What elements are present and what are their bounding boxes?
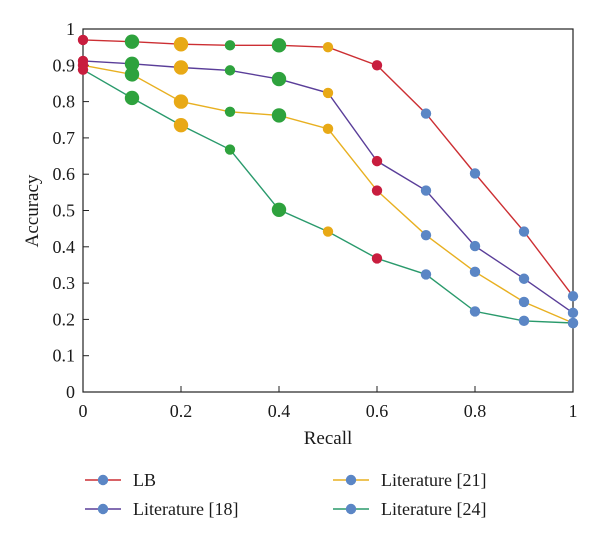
data-point — [224, 65, 236, 76]
data-point — [518, 315, 530, 327]
data-point — [124, 90, 140, 106]
data-point — [224, 40, 236, 51]
data-point — [518, 296, 530, 308]
y-tick-label: 0 — [66, 382, 75, 402]
data-point — [173, 37, 189, 52]
series-line-2 — [82, 64, 574, 324]
data-point — [420, 229, 432, 241]
data-point — [371, 155, 383, 167]
legend-label: LB — [133, 470, 156, 490]
data-point — [518, 226, 530, 237]
data-point — [371, 60, 383, 71]
legend-label: Literature [24] — [381, 499, 486, 519]
legend-marker — [97, 503, 109, 515]
x-tick-label: 1 — [569, 401, 578, 421]
legend-label: Literature [21] — [381, 470, 486, 490]
data-point — [420, 108, 432, 119]
y-tick-label: 0.8 — [53, 92, 76, 112]
plot-frame — [82, 28, 574, 393]
y-axis-label: Accuracy — [22, 174, 43, 247]
y-tick-label: 0.4 — [53, 237, 76, 257]
data-point — [518, 273, 530, 284]
y-tick-label: 1 — [66, 19, 75, 39]
legend-marker — [345, 474, 357, 486]
data-point — [173, 117, 189, 133]
data-point — [469, 306, 481, 317]
data-point — [322, 41, 334, 53]
series-line-3 — [82, 69, 574, 324]
data-point — [322, 87, 334, 99]
y-tick-label: 0.1 — [53, 346, 76, 366]
data-point — [271, 71, 287, 87]
data-point — [271, 108, 287, 123]
series-line-0 — [82, 39, 574, 297]
x-tick-label: 0.8 — [464, 401, 487, 421]
data-point — [224, 144, 236, 155]
y-tick-label: 0.2 — [53, 309, 76, 329]
data-point — [371, 253, 383, 264]
data-point — [271, 38, 287, 53]
data-point — [567, 317, 579, 329]
x-tick-label: 0.4 — [268, 401, 291, 421]
data-point — [173, 60, 189, 75]
y-tick-label: 0.5 — [53, 201, 76, 221]
legend: LB Literature [18] Literature [21] Literatu… — [85, 470, 486, 519]
y-tick-label: 0.6 — [53, 164, 76, 184]
data-point — [224, 106, 236, 117]
y-tick-label: 0.7 — [53, 128, 76, 148]
series-line-1 — [82, 60, 574, 314]
data-point — [420, 185, 432, 196]
data-point — [322, 123, 334, 135]
data-point — [77, 34, 89, 46]
data-point — [173, 94, 189, 109]
data-point — [322, 226, 334, 237]
y-tick-label: 0.3 — [53, 273, 76, 293]
data-point — [124, 67, 140, 82]
y-tick-label: 0.9 — [53, 55, 76, 75]
x-tick-label: 0 — [79, 401, 88, 421]
data-point — [420, 269, 432, 280]
data-point — [77, 64, 89, 75]
data-point — [371, 185, 383, 196]
data-point — [124, 56, 140, 72]
x-tick-label: 0.6 — [366, 401, 389, 421]
x-axis-label: Recall — [304, 428, 353, 449]
data-point — [271, 202, 287, 217]
data-point — [469, 168, 481, 179]
legend-marker — [345, 503, 357, 515]
legend-label: Literature [18] — [133, 499, 238, 519]
legend-marker — [97, 474, 109, 486]
data-point — [567, 290, 579, 302]
data-point — [469, 240, 481, 252]
x-tick-label: 0.2 — [170, 401, 193, 421]
data-point — [124, 34, 140, 49]
plot-area: 0 0.1 0.2 0.3 0.4 0.5 0.6 0.7 0.8 0.9 1 0 0.2 0.4 0.6 0… — [53, 19, 579, 421]
data-point — [469, 266, 481, 278]
data-point — [567, 307, 579, 319]
